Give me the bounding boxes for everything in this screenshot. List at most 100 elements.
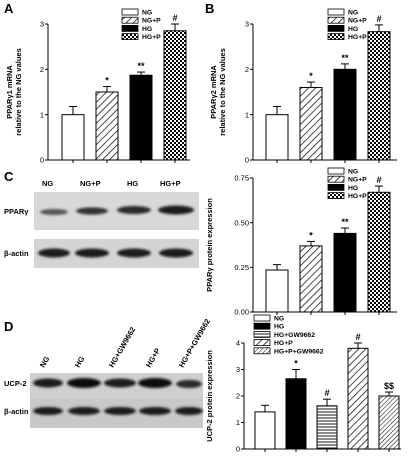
western-blot-d: NG HG HG+GW9662 HG+P HG+P+GW9662 UCP-2 β… — [4, 317, 212, 428]
y-tick-label: 2 — [40, 65, 44, 74]
blot-d-row-label-actin: β-actin — [4, 407, 29, 416]
bar — [163, 30, 187, 161]
y-axis-title: PPARγ1 mRNArelative to the NG values — [5, 48, 23, 136]
panel-letter-d: D — [4, 319, 13, 334]
chart-c: 0.00 0.25 0.50 0.75 PPARγ protein expression… — [205, 167, 397, 317]
bar — [129, 74, 153, 161]
y-axis-title: PPARγ protein expression — [205, 198, 214, 292]
y-tick-label: 0 — [236, 445, 240, 454]
blot-c-lane-label: HG — [127, 179, 138, 188]
legend-label: HG — [142, 26, 152, 33]
panel-letter-a: A — [4, 1, 14, 16]
significance-mark: # — [376, 175, 381, 185]
y-axis-title-line: relative to the NG values — [218, 48, 227, 136]
y-tick-label: 3 — [40, 20, 44, 29]
significance-mark: # — [376, 14, 381, 24]
significance-mark: * — [309, 71, 313, 81]
legend-label: HG+GW9662 — [274, 332, 315, 339]
legend-label: NG — [142, 10, 152, 17]
blot-d-lane-label: HG+P — [144, 347, 162, 369]
y-axis-title-line: PPARγ protein expression — [205, 198, 214, 292]
legend-label: NG — [274, 316, 284, 323]
blot-d-row-label-ucp2: UCP-2 — [4, 379, 27, 388]
western-blot-c: NG NG+P HG HG+P PPARγ β-actin — [4, 179, 199, 268]
bar — [367, 191, 391, 313]
y-tick-label: 1 — [245, 110, 249, 119]
bar — [285, 378, 307, 450]
significance-mark: $$ — [384, 381, 394, 391]
bar — [333, 68, 357, 161]
significance-mark: ** — [341, 217, 349, 227]
bar — [299, 86, 323, 161]
significance-mark: # — [324, 388, 329, 398]
panel-letter-b: B — [205, 1, 214, 16]
bar — [61, 114, 85, 161]
chart-b: 0 1 2 3 PPARγ2 mRNArelative to the NG values… — [209, 8, 397, 165]
bar — [316, 405, 338, 450]
bar — [347, 347, 369, 450]
bar — [378, 395, 400, 450]
panel-letter-c: C — [4, 169, 14, 184]
y-axis-title-line: PPARγ2 mRNA — [209, 65, 218, 119]
legend-label: HG+P — [142, 34, 161, 41]
legend-swatch — [327, 16, 345, 24]
legend-label: HG+P — [274, 340, 293, 347]
legend-swatch — [327, 192, 345, 200]
y-tick-label: 0.75 — [234, 174, 249, 183]
legend-swatch — [327, 175, 345, 183]
legend-swatch — [327, 8, 345, 16]
legend-swatch — [121, 24, 139, 32]
legend-label: HG — [274, 324, 284, 331]
blot-c-lane-label: HG+P — [160, 179, 181, 188]
legend-swatch — [327, 24, 345, 32]
legend-swatch — [253, 322, 271, 330]
legend-swatch — [121, 8, 139, 16]
blot-c-lane-label: NG+P — [80, 179, 101, 188]
blot-d-bands — [33, 378, 203, 415]
y-axis-title: UCP-2 protein expression — [205, 350, 214, 442]
significance-mark: ** — [341, 53, 349, 63]
y-tick-label: 0 — [245, 156, 249, 165]
blot-d-lane-label: HG — [73, 355, 87, 369]
bar — [333, 232, 357, 313]
significance-mark: * — [309, 230, 313, 240]
significance-mark: # — [172, 13, 177, 23]
blot-d-lane-label: HG+GW9662 — [107, 325, 137, 369]
legend-label: HG+P+GW9662 — [274, 348, 324, 355]
blot-c-bands — [38, 205, 194, 258]
y-axis-title-line: UCP-2 protein expression — [205, 350, 214, 442]
legend-label: HG+P — [348, 193, 367, 200]
blot-d-lane-label: NG — [38, 355, 52, 369]
blot-c-row-label-pparg: PPARγ — [4, 207, 29, 216]
bar — [265, 114, 289, 161]
y-axis-title-line: PPARγ1 mRNA — [5, 65, 14, 119]
significance-mark: # — [355, 332, 360, 342]
y-tick-label: 2 — [245, 65, 249, 74]
blot-c-lane-label: NG — [42, 179, 53, 188]
legend-swatch — [327, 33, 345, 40]
y-axis-title: PPARγ2 mRNArelative to the NG values — [209, 48, 227, 136]
legend-label: NG — [348, 169, 358, 176]
y-tick-label: 3 — [236, 365, 240, 374]
legend-swatch — [253, 339, 271, 347]
y-tick-label: 4 — [236, 339, 240, 348]
legend-label: NG — [348, 10, 358, 17]
chart-a: 0 1 2 3 PPARγ1 mRNArelative to the NG values… — [5, 8, 190, 165]
legend-label: NG+P — [348, 177, 367, 184]
legend-label: HG — [348, 26, 358, 33]
significance-mark: ** — [137, 61, 145, 71]
significance-mark: * — [294, 359, 298, 369]
blot-c-row-label-actin: β-actin — [4, 249, 29, 258]
bar — [254, 411, 276, 450]
bar — [265, 269, 289, 313]
y-tick-label: 0.25 — [234, 263, 249, 272]
y-tick-label: 1 — [40, 110, 44, 119]
bar — [367, 31, 391, 161]
significance-mark: * — [105, 76, 109, 86]
y-tick-label: 0 — [40, 156, 44, 165]
y-tick-label: 1 — [236, 418, 240, 427]
legend-label: NG+P — [142, 18, 161, 25]
